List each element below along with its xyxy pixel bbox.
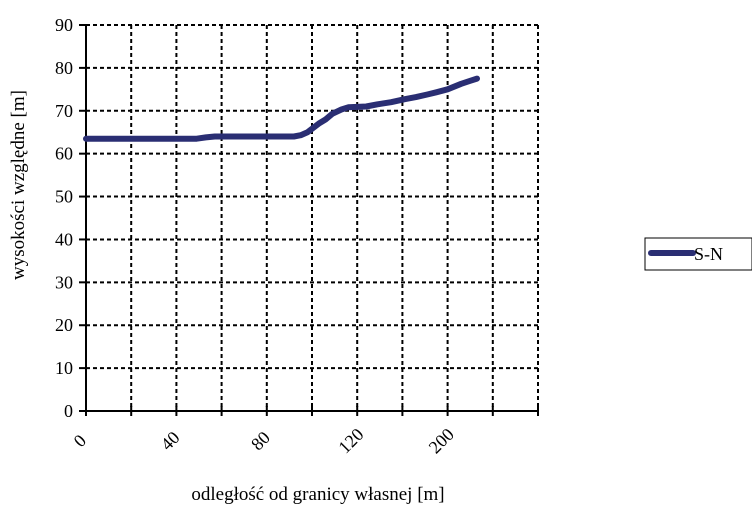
tick-labels: 0 10 20 30 40 50 60 70 80 90 0 40 80 120 200 xyxy=(55,15,458,457)
axes xyxy=(79,24,539,416)
y-tick-label: 80 xyxy=(55,58,73,78)
y-tick-label: 70 xyxy=(55,101,73,121)
y-tick-label: 60 xyxy=(55,144,73,164)
y-tick-label: 90 xyxy=(55,15,73,35)
y-tick-label: 20 xyxy=(55,315,73,335)
legend-label: S-N xyxy=(694,244,723,264)
y-tick-label: 50 xyxy=(55,187,73,207)
y-tick-label: 30 xyxy=(55,272,73,292)
series-layer xyxy=(83,75,480,142)
y-tick-label: 10 xyxy=(55,358,73,378)
x-tick-label: 80 xyxy=(247,427,274,454)
x-axis-title: odległość od granicy własnej [m] xyxy=(191,484,444,505)
gridlines xyxy=(86,24,539,411)
x-tick-label: 40 xyxy=(157,427,184,454)
x-tick-label: 200 xyxy=(425,424,458,457)
x-tick-label: 0 xyxy=(70,431,91,452)
series-line-s-n xyxy=(83,75,480,142)
y-axis-title: wysokości względne [m] xyxy=(8,90,29,280)
x-tick-label: 120 xyxy=(334,424,367,457)
y-tick-label: 0 xyxy=(64,401,73,421)
y-tick-label: 40 xyxy=(55,229,73,249)
legend: S-N xyxy=(644,237,752,271)
